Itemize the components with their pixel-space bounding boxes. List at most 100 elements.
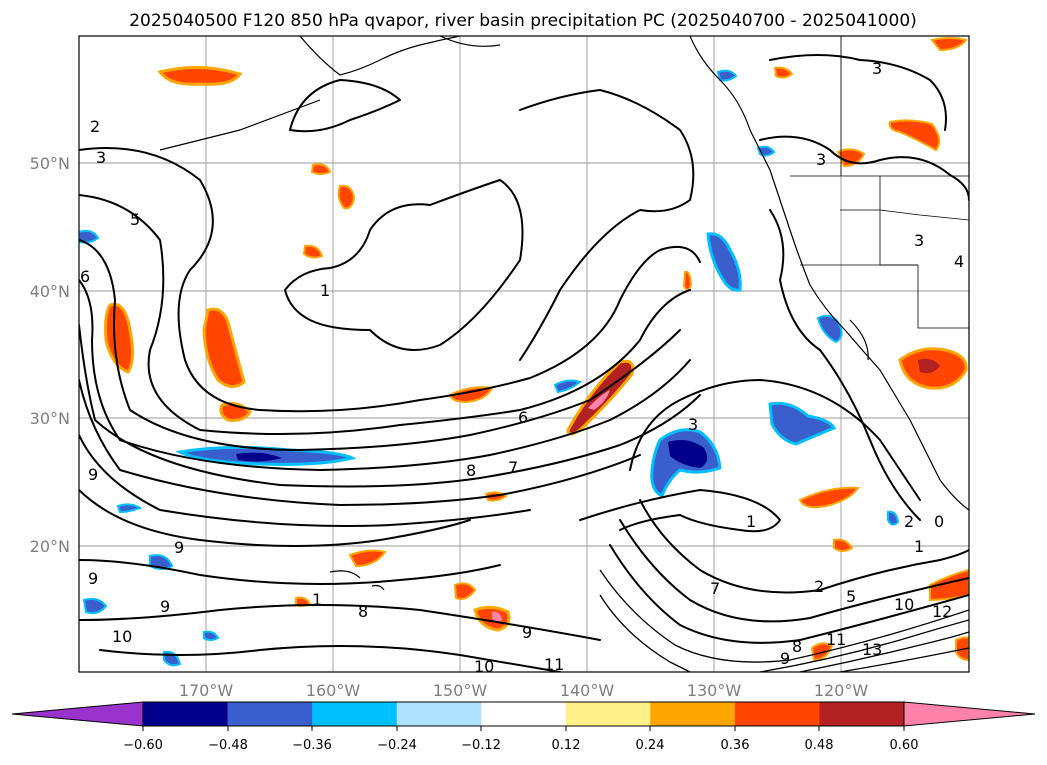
contour-label: 8	[792, 637, 802, 656]
contour-label: 3	[96, 148, 106, 167]
shade-positive	[888, 119, 941, 152]
shade-positive	[202, 307, 246, 388]
shade-positive	[930, 37, 968, 52]
cb-tick-label: −0.48	[208, 738, 248, 753]
colorbar-segment	[227, 702, 313, 726]
contour-labels: 2 3 5 6 1 6 7 8 9 9 9 9 1 8 9 10 10 11 3…	[80, 59, 964, 676]
map-frame	[78, 35, 970, 673]
contour-label: 2	[814, 577, 824, 596]
colorbar-extend-min	[12, 702, 143, 726]
contour-line	[284, 179, 524, 351]
colorbar-segment	[396, 702, 482, 726]
map-panel: 2 3 5 6 1 6 7 8 9 9 9 9 1 8 9 10 10 11 3…	[78, 35, 970, 676]
cb-tick-label: −0.36	[292, 738, 332, 753]
shade-negative	[149, 554, 174, 570]
shade-negative	[116, 503, 143, 514]
shade-negative	[887, 510, 900, 526]
latitude-labels: 50°N 40°N 30°N 20°N	[30, 154, 70, 556]
coastline-north-america	[689, 36, 969, 511]
contour-label: 3	[872, 59, 882, 78]
contour-line	[599, 594, 691, 672]
shade-positive	[773, 66, 794, 79]
shade-negative	[768, 401, 837, 446]
lat-label-40n: 40°N	[30, 282, 70, 301]
shade-positive	[836, 148, 866, 168]
contour-label: 1	[746, 512, 756, 531]
colorbar-segment	[819, 702, 905, 726]
shade-negative	[553, 379, 583, 394]
contour-label: 6	[80, 267, 90, 286]
shade-positive	[104, 302, 135, 374]
shade-negative	[706, 232, 742, 292]
contour-line	[79, 147, 701, 413]
shade-positive	[310, 163, 332, 175]
contour-label: 7	[710, 579, 720, 598]
qvapor-contours	[79, 54, 969, 672]
contour-line	[99, 645, 561, 672]
coastline-hawaii	[371, 584, 385, 591]
shade-positive-peak	[588, 390, 610, 410]
contour-label: 9	[88, 569, 98, 588]
contour-line	[769, 54, 947, 131]
contour-label: 10	[474, 657, 494, 676]
contour-line	[759, 619, 969, 672]
contour-line	[759, 135, 969, 201]
cb-tick-label: 0.36	[721, 738, 750, 753]
coastline-hawaii	[329, 570, 361, 579]
shade-positive	[348, 549, 387, 568]
shade-positive	[337, 184, 356, 210]
contour-label: 2	[904, 512, 914, 531]
longitude-labels: 170°W 160°W 150°W 140°W 130°W 120°W	[179, 681, 869, 700]
colorbar-tick-labels: −0.60 −0.48 −0.36 −0.24 −0.12 0.12 0.24 …	[123, 738, 918, 753]
cb-tick-label: 0.60	[890, 738, 919, 753]
contour-label: 2	[90, 117, 100, 136]
coastlines	[159, 36, 969, 591]
cb-tick-label: 0.12	[552, 738, 581, 753]
shade-negative-strong	[236, 452, 282, 462]
shade-negative	[82, 597, 108, 615]
shade-positive-peak	[492, 611, 502, 623]
lon-label-160w: 160°W	[306, 681, 361, 700]
contour-label: 10	[112, 627, 132, 646]
lat-label-20n: 20°N	[30, 537, 70, 556]
colorbar: −0.60 −0.48 −0.36 −0.24 −0.12 0.12 0.24 …	[11, 701, 1036, 753]
coastline-alaska	[299, 36, 461, 76]
shade-negative	[203, 630, 220, 641]
lat-label-30n: 30°N	[30, 409, 70, 428]
contour-label: 11	[826, 630, 846, 649]
contour-label: 12	[932, 602, 952, 621]
cb-tick-label: 0.48	[805, 738, 834, 753]
contour-line	[79, 489, 471, 547]
contour-label: 3	[816, 150, 826, 169]
contour-line	[79, 239, 681, 451]
contour-label: 13	[862, 640, 882, 659]
lat-label-50n: 50°N	[30, 154, 70, 173]
contour-line	[519, 89, 695, 361]
colorbar-frame	[142, 701, 905, 727]
contour-line	[629, 379, 921, 501]
contour-line	[79, 194, 691, 435]
lon-label-150w: 150°W	[433, 681, 488, 700]
contour-label: 7	[508, 458, 518, 477]
contour-label: 8	[466, 461, 476, 480]
shade-negative	[716, 69, 738, 82]
contour-line	[79, 604, 601, 641]
shade-positive	[157, 66, 243, 86]
shade-positive	[682, 270, 693, 291]
contour-line	[609, 544, 969, 644]
shade-positive	[453, 582, 477, 600]
contour-label: 9	[88, 465, 98, 484]
figure-title: 2025040500 F120 850 hPa qvapor, river ba…	[129, 11, 917, 31]
colorbar-segment	[734, 702, 820, 726]
contour-label: 3	[914, 231, 924, 250]
shade-positive	[833, 538, 854, 552]
contour-label: 8	[358, 602, 368, 621]
contour-line	[289, 79, 401, 133]
contour-line	[79, 379, 641, 506]
colorbar-segment	[312, 702, 398, 726]
contour-line	[639, 499, 969, 594]
colorbar-segments	[12, 702, 1035, 726]
contour-label: 9	[522, 623, 532, 642]
colorbar-segment	[143, 702, 229, 726]
